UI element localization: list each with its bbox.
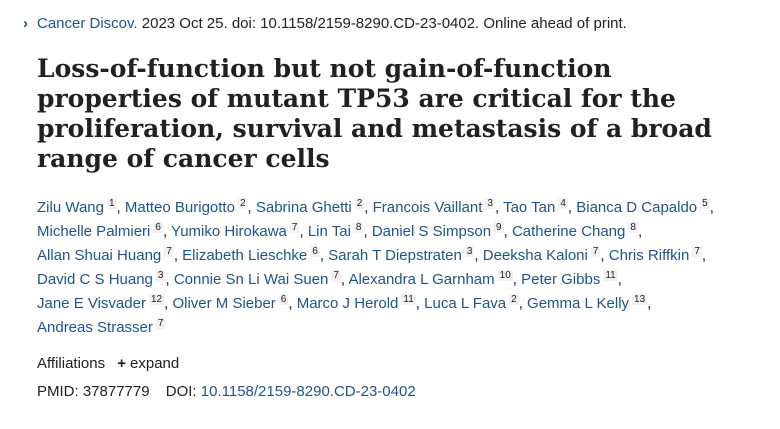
author-link[interactable]: Peter Gibbs <box>521 271 601 288</box>
affiliation-number[interactable]: 6 <box>153 222 163 233</box>
author-item: Alexandra L Garnham 10 <box>348 270 513 288</box>
affiliation-number[interactable]: 3 <box>155 270 166 281</box>
affiliation-number[interactable]: 13 <box>632 294 648 305</box>
author-link[interactable]: Sabrina Ghetti <box>255 199 352 216</box>
affiliation-number[interactable]: 6 <box>310 246 320 257</box>
author-link[interactable]: Gemma L Kelly <box>527 295 630 312</box>
pmid-value: 37877779 <box>82 383 150 400</box>
author-link[interactable]: David C S Huang <box>37 271 153 288</box>
author-link[interactable]: Zilu Wang <box>37 199 104 216</box>
chevron-right-icon[interactable]: › <box>23 15 28 32</box>
doi-link[interactable]: 10.1158/2159-8290.CD-23-0402 <box>200 383 416 400</box>
author-link[interactable]: Lin Tai <box>307 223 351 240</box>
author-link[interactable]: Matteo Burigotto <box>124 199 235 216</box>
affiliation-number[interactable]: 10 <box>497 270 513 281</box>
affiliation-number[interactable]: 7 <box>590 246 601 257</box>
author-item: Francois Vaillant 3 <box>372 198 495 216</box>
affiliations-expand-button[interactable]: + expand <box>117 355 179 372</box>
author-item: Chris Riffkin 7 <box>608 246 702 264</box>
affiliation-number[interactable]: 3 <box>485 198 495 209</box>
affiliations-label: Affiliations <box>37 355 106 372</box>
author-item: Connie Sn Li Wai Suen 7 <box>173 270 341 288</box>
affiliation-number[interactable]: 7 <box>289 222 300 233</box>
author-list: Zilu Wang 1, Matteo Burigotto 2, Sabrina G… <box>37 198 714 336</box>
affiliation-number[interactable]: 7 <box>692 246 702 257</box>
author-link[interactable]: Connie Sn Li Wai Suen <box>173 271 329 288</box>
journal-link[interactable]: Cancer Discov. <box>37 15 138 32</box>
doi-label: DOI: <box>165 383 197 400</box>
article-title: Loss-of-function but not gain-of-functio… <box>37 54 712 173</box>
affiliation-number[interactable]: 6 <box>278 294 289 305</box>
affiliation-number[interactable]: 1 <box>106 198 117 209</box>
affiliation-number[interactable]: 11 <box>603 270 618 281</box>
author-item: Peter Gibbs 11 <box>521 270 618 288</box>
author-link[interactable]: Michelle Palmieri <box>37 223 151 240</box>
author-item: Sabrina Ghetti 2 <box>255 198 365 216</box>
author-link[interactable]: Allan Shuai Huang <box>37 247 162 264</box>
author-link[interactable]: Bianca D Capaldo <box>576 199 698 216</box>
author-link[interactable]: Catherine Chang <box>511 223 626 240</box>
author-item: Matteo Burigotto 2 <box>124 198 248 216</box>
affiliation-number[interactable]: 7 <box>164 246 174 257</box>
affiliation-number[interactable]: 2 <box>509 294 519 305</box>
author-link[interactable]: Deeksha Kaloni <box>482 247 588 264</box>
author-item: Tao Tan 4 <box>503 198 568 216</box>
author-item: Marco J Herold 11 <box>296 294 416 312</box>
author-link[interactable]: Daniel S Simpson <box>371 223 492 240</box>
affiliations-row: Affiliations + expand <box>37 354 760 374</box>
author-item: Luca L Fava 2 <box>424 294 519 312</box>
citation-details: 2023 Oct 25. doi: 10.1158/2159-8290.CD-2… <box>137 15 627 32</box>
plus-icon: + <box>117 355 127 372</box>
author-link[interactable]: Elizabeth Lieschke <box>182 247 308 264</box>
author-link[interactable]: Yumiko Hirokawa <box>171 223 287 240</box>
author-link[interactable]: Oliver M Sieber <box>172 295 276 312</box>
author-link[interactable]: Francois Vaillant <box>372 199 483 216</box>
author-link[interactable]: Luca L Fava <box>424 295 507 312</box>
author-item: Yumiko Hirokawa 7 <box>171 222 300 240</box>
author-item: Catherine Chang 8 <box>511 222 638 240</box>
expand-label: expand <box>130 355 180 372</box>
author-link[interactable]: Marco J Herold <box>296 295 399 312</box>
author-link[interactable]: Tao Tan <box>503 199 556 216</box>
affiliation-number[interactable]: 2 <box>354 198 365 209</box>
author-link[interactable]: Andreas Strasser <box>37 319 153 336</box>
affiliation-number[interactable]: 2 <box>237 198 248 209</box>
author-item: Sarah T Diepstraten 3 <box>328 246 475 264</box>
affiliation-number[interactable]: 5 <box>700 198 710 209</box>
affiliation-number[interactable]: 4 <box>558 198 568 209</box>
author-item: Bianca D Capaldo 5 <box>576 198 710 216</box>
author-link[interactable]: Sarah T Diepstraten <box>328 247 462 264</box>
author-item: Zilu Wang 1 <box>37 198 117 216</box>
identifiers-row: PMID: 37877779 DOI: 10.1158/2159-8290.CD… <box>37 382 760 402</box>
author-item: Gemma L Kelly 13 <box>527 294 648 312</box>
affiliation-number[interactable]: 11 <box>401 294 416 305</box>
author-item: Andreas Strasser 7 <box>37 318 166 336</box>
affiliation-number[interactable]: 8 <box>353 222 364 233</box>
author-link[interactable]: Chris Riffkin <box>608 247 690 264</box>
affiliation-number[interactable]: 12 <box>148 294 165 305</box>
author-item: Daniel S Simpson 9 <box>371 222 504 240</box>
author-item: Deeksha Kaloni 7 <box>482 246 601 264</box>
affiliation-number[interactable]: 7 <box>331 270 341 281</box>
author-item: Lin Tai 8 <box>307 222 364 240</box>
pmid-label: PMID: <box>37 383 79 400</box>
affiliation-number[interactable]: 7 <box>155 318 166 329</box>
author-item: Oliver M Sieber 6 <box>172 294 289 312</box>
author-item: David C S Huang 3 <box>37 270 166 288</box>
affiliation-number[interactable]: 9 <box>494 222 504 233</box>
affiliation-number[interactable]: 3 <box>464 246 475 257</box>
author-link[interactable]: Alexandra L Garnham <box>348 271 495 288</box>
author-item: Michelle Palmieri 6 <box>37 222 163 240</box>
citation-line: › Cancer Discov. 2023 Oct 25. doi: 10.115… <box>23 14 760 34</box>
author-item: Jane E Visvader 12 <box>37 294 165 312</box>
author-link[interactable]: Jane E Visvader <box>37 295 146 312</box>
author-item: Allan Shuai Huang 7 <box>37 246 174 264</box>
affiliation-number[interactable]: 8 <box>628 222 638 233</box>
author-item: Elizabeth Lieschke 6 <box>182 246 320 264</box>
